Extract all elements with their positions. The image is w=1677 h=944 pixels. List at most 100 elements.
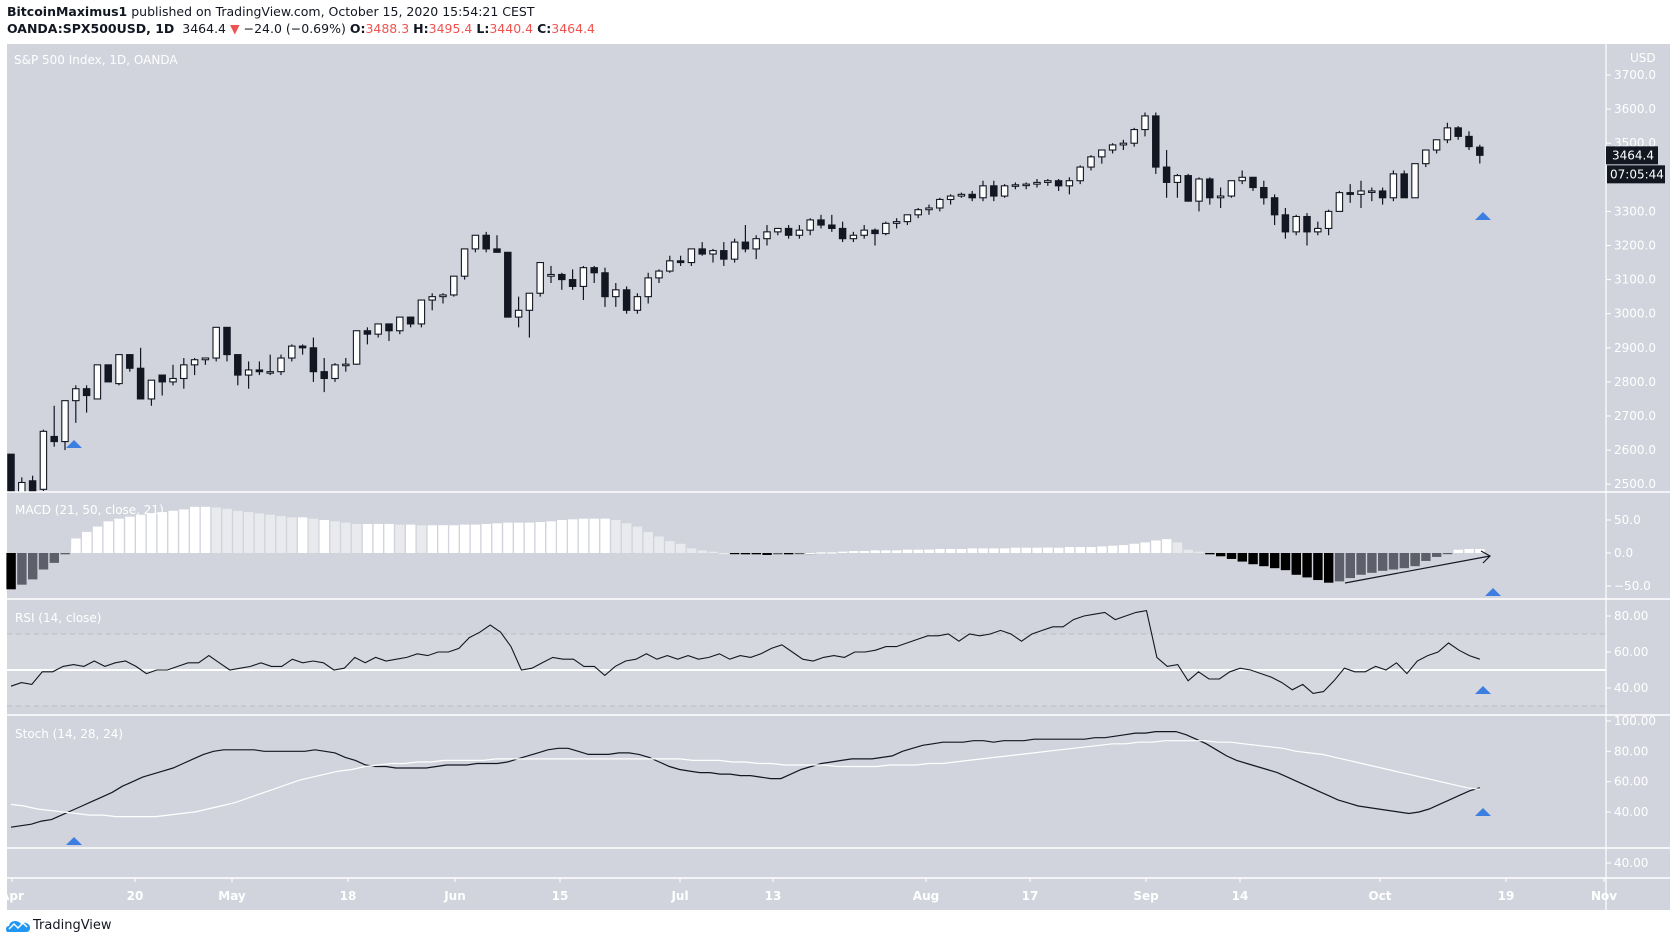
candle [28, 475, 37, 492]
candle [946, 194, 955, 205]
candle [655, 269, 663, 284]
macd-bar [740, 553, 751, 555]
candle [180, 358, 188, 389]
macd-bar [1313, 553, 1323, 581]
candle [385, 323, 393, 341]
macd-bar [1226, 553, 1237, 559]
macd-bar [492, 523, 502, 553]
macd-bar [686, 548, 697, 553]
macd-bar [1399, 553, 1409, 569]
macd-bar [71, 538, 81, 553]
candle [828, 214, 836, 232]
candle [1281, 207, 1290, 239]
candle [1216, 187, 1225, 208]
macd-bar [125, 516, 135, 553]
candle [1346, 184, 1354, 203]
candle [190, 358, 199, 376]
macd-bar [1205, 553, 1215, 555]
candle [493, 235, 501, 253]
macd-pane[interactable]: MACD (21, 50, close, 21) [6, 503, 1485, 590]
macd-bar [524, 522, 535, 553]
rsi-tick: 80.00 [1614, 609, 1648, 623]
macd-bar [946, 549, 956, 553]
candle [784, 225, 793, 239]
candle [158, 374, 166, 396]
candle [1044, 179, 1052, 186]
macd-bar [244, 512, 254, 553]
candle [1227, 180, 1236, 198]
price-pane[interactable]: S&P 500 Index, 1D, OANDA [7, 53, 1484, 493]
macd-tick: 50.0 [1614, 513, 1641, 527]
candle [709, 248, 717, 263]
macd-tick: −50.0 [1614, 579, 1651, 593]
candle [612, 283, 620, 307]
rsi-tick: 40.00 [1614, 681, 1648, 695]
date-tick: Aug [913, 889, 939, 903]
macd-bar [438, 525, 448, 553]
stoch-line-d [10, 740, 1480, 818]
buy-marker-icon [66, 440, 82, 448]
macd-bar [60, 553, 70, 555]
price-tick: 3100.0 [1614, 273, 1656, 287]
buy-marker-icon [66, 837, 82, 845]
brand-name[interactable]: TradingView [33, 918, 112, 933]
macd-bar [1475, 549, 1485, 553]
candle [406, 316, 415, 328]
candle [892, 218, 901, 229]
macd-bar [222, 508, 232, 553]
candle [1378, 187, 1387, 205]
date-tick: May [218, 889, 246, 903]
candle [514, 296, 523, 328]
macd-bar [1054, 547, 1064, 553]
macd-trend-arrow [1344, 555, 1491, 584]
candle [1411, 163, 1419, 199]
candle [104, 364, 112, 383]
date-tick: 18 [340, 889, 357, 903]
author-name[interactable]: BitcoinMaximus1 [7, 4, 128, 19]
macd-bar [784, 553, 794, 555]
high-value: 3495.4 [428, 21, 473, 36]
macd-bar [1032, 547, 1042, 553]
candle [298, 344, 307, 355]
price-tick: 3300.0 [1614, 204, 1656, 218]
date-tick: 13 [765, 889, 782, 903]
stoch-pane[interactable]: Stoch (14, 28, 24) [10, 727, 1480, 828]
macd-bar [708, 551, 718, 553]
candle [752, 235, 760, 260]
candle [363, 327, 372, 345]
rsi-tick: 60.00 [1614, 645, 1648, 659]
buy-marker-icon [1475, 212, 1491, 220]
macd-bar [1410, 553, 1420, 564]
date-tick: 17 [1022, 889, 1039, 903]
date-tick: Apr [0, 889, 24, 903]
macd-bar [730, 553, 740, 555]
candle [1314, 221, 1322, 236]
macd-bar [28, 553, 38, 580]
candle [374, 323, 382, 338]
stoch-tick: 100.00 [1614, 714, 1656, 728]
countdown-label [1607, 165, 1665, 184]
candle [234, 354, 242, 386]
candle [806, 218, 814, 236]
candle [1389, 170, 1398, 202]
macd-bar [719, 553, 729, 555]
candle [882, 221, 890, 236]
macd-bar [600, 518, 610, 553]
date-tick: 14 [1232, 889, 1249, 903]
macd-bar [38, 553, 49, 570]
candle [914, 207, 922, 219]
macd-bar [1010, 547, 1021, 553]
macd-bar [1194, 551, 1204, 553]
macd-bar [1356, 553, 1366, 575]
macd-bar [341, 522, 351, 553]
date-tick: Oct [1368, 889, 1391, 903]
price-tick: 2800.0 [1614, 375, 1656, 389]
candle [1022, 182, 1030, 190]
candle [352, 330, 361, 365]
candle [774, 227, 782, 236]
candle [871, 228, 879, 246]
candle [687, 248, 696, 266]
rsi-pane[interactable]: RSI (14, close) [7, 609, 1606, 707]
macd-bar [233, 510, 243, 553]
